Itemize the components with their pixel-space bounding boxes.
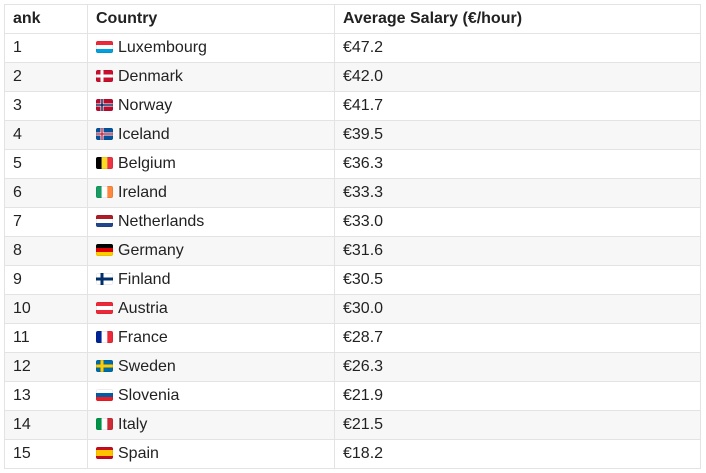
table-cell: 2 <box>4 62 88 92</box>
table-row: 11 France €28.7 <box>4 323 701 353</box>
header-cell: Average Salary (€/hour) <box>334 4 701 34</box>
country-name: Italy <box>118 416 148 433</box>
country-name: Slovenia <box>118 387 180 404</box>
table-cell: Slovenia <box>87 381 335 411</box>
table-row: 7 Netherlands €33.0 <box>4 207 701 237</box>
table-cell: €33.0 <box>334 207 701 237</box>
table-row: 6 Ireland €33.3 <box>4 178 701 208</box>
table-cell: Denmark <box>87 62 335 92</box>
table-header: ank Country Average Salary (€/hour) <box>4 4 701 34</box>
table-cell: 5 <box>4 149 88 179</box>
flag-icon <box>96 244 113 256</box>
table-row: 8 Germany €31.6 <box>4 236 701 266</box>
table-cell: Belgium <box>87 149 335 179</box>
table-row: 12 Sweden €26.3 <box>4 352 701 382</box>
table-row: 1 Luxembourg €47.2 <box>4 33 701 63</box>
table-row: 4 Iceland €39.5 <box>4 120 701 150</box>
table-cell: Norway <box>87 91 335 121</box>
table-cell: 10 <box>4 294 88 324</box>
table-cell: 4 <box>4 120 88 150</box>
table-cell: €39.5 <box>334 120 701 150</box>
flag-icon <box>96 273 113 285</box>
table-cell: Austria <box>87 294 335 324</box>
flag-icon <box>96 360 113 372</box>
table-row: 15 Spain €18.2 <box>4 439 701 469</box>
table-cell: 9 <box>4 265 88 295</box>
table-cell: €33.3 <box>334 178 701 208</box>
flag-icon <box>96 99 113 111</box>
table-cell: 7 <box>4 207 88 237</box>
country-name: Ireland <box>118 184 167 201</box>
table-cell: 12 <box>4 352 88 382</box>
table-row: 14 Italy €21.5 <box>4 410 701 440</box>
table-cell: €31.6 <box>334 236 701 266</box>
table-cell: Netherlands <box>87 207 335 237</box>
country-name: Finland <box>118 271 171 288</box>
table-row: 3 Norway €41.7 <box>4 91 701 121</box>
table-row: 2 Denmark €42.0 <box>4 62 701 92</box>
table-cell: Sweden <box>87 352 335 382</box>
table-cell: €30.0 <box>334 294 701 324</box>
table-cell: Iceland <box>87 120 335 150</box>
table-row: 10 Austria €30.0 <box>4 294 701 324</box>
country-name: France <box>118 329 168 346</box>
country-name: Germany <box>118 242 184 259</box>
country-name: Luxembourg <box>118 39 207 56</box>
table-cell: Ireland <box>87 178 335 208</box>
header-cell: ank <box>4 4 88 34</box>
table-cell: 8 <box>4 236 88 266</box>
table-cell: Luxembourg <box>87 33 335 63</box>
flag-icon <box>96 215 113 227</box>
table-cell: €21.5 <box>334 410 701 440</box>
table-cell: 6 <box>4 178 88 208</box>
flag-icon <box>96 331 113 343</box>
table-row: 9 Finland €30.5 <box>4 265 701 295</box>
table-cell: €28.7 <box>334 323 701 353</box>
table-cell: €47.2 <box>334 33 701 63</box>
table-cell: France <box>87 323 335 353</box>
country-name: Belgium <box>118 155 176 172</box>
flag-icon <box>96 447 113 459</box>
table-cell: €26.3 <box>334 352 701 382</box>
country-name: Norway <box>118 97 173 114</box>
table-cell: €42.0 <box>334 62 701 92</box>
flag-icon <box>96 389 113 401</box>
country-name: Netherlands <box>118 213 205 230</box>
table-row: 13 Slovenia €21.9 <box>4 381 701 411</box>
table-cell: 11 <box>4 323 88 353</box>
header-cell: Country <box>87 4 335 34</box>
country-name: Iceland <box>118 126 170 143</box>
table-cell: Germany <box>87 236 335 266</box>
table-cell: €30.5 <box>334 265 701 295</box>
table-cell: 1 <box>4 33 88 63</box>
table-cell: 14 <box>4 410 88 440</box>
salary-table: ank Country Average Salary (€/hour) 1 Lux… <box>4 4 701 469</box>
table-cell: €18.2 <box>334 439 701 469</box>
table-cell: 15 <box>4 439 88 469</box>
table-cell: 3 <box>4 91 88 121</box>
table-cell: 13 <box>4 381 88 411</box>
table-cell: €21.9 <box>334 381 701 411</box>
flag-icon <box>96 41 113 53</box>
table-cell: €41.7 <box>334 91 701 121</box>
table-cell: Finland <box>87 265 335 295</box>
country-name: Sweden <box>118 358 176 375</box>
country-name: Spain <box>118 445 159 462</box>
table-row: 5 Belgium €36.3 <box>4 149 701 179</box>
table-cell: Spain <box>87 439 335 469</box>
flag-icon <box>96 302 113 314</box>
country-name: Austria <box>118 300 168 317</box>
header-row: ank Country Average Salary (€/hour) <box>4 4 701 34</box>
table-body: 1 Luxembourg €47.2 2 Denmark €42.0 3 Norway €41.… <box>4 33 701 469</box>
flag-icon <box>96 70 113 82</box>
country-name: Denmark <box>118 68 183 85</box>
flag-icon <box>96 128 113 140</box>
flag-icon <box>96 186 113 198</box>
flag-icon <box>96 157 113 169</box>
table-cell: Italy <box>87 410 335 440</box>
flag-icon <box>96 418 113 430</box>
table-cell: €36.3 <box>334 149 701 179</box>
